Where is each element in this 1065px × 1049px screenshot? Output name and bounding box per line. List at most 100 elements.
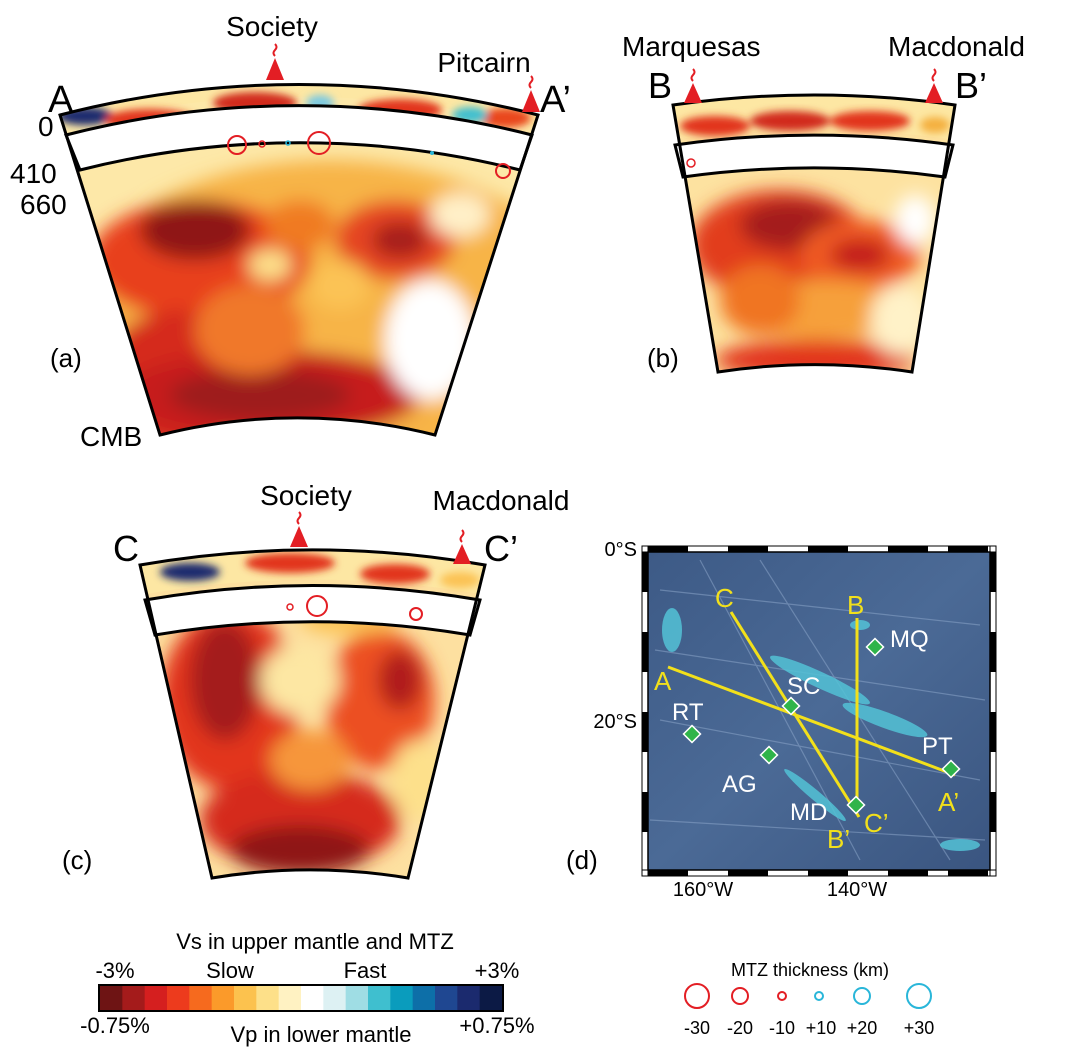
colorbar-swatch: [323, 986, 347, 1010]
mtz-legend-label: -30: [684, 1018, 710, 1038]
panel-b-start-label: B: [648, 65, 672, 106]
colorbar-swatch: [144, 986, 168, 1010]
mtz-legend-circle: [853, 987, 871, 1005]
map-profile-label-c: C: [715, 583, 734, 613]
panel-a-cross-section: Society Pitcairn A A’ 0 410 660 CMB (a): [10, 11, 571, 452]
profile-line-a: [667, 665, 956, 777]
panel-c-hotspot-society: Society: [260, 480, 352, 511]
map-profile-label-b-prime: B’: [827, 824, 850, 854]
velocity-legend-fast: Fast: [344, 958, 387, 983]
colorbar-swatch: [479, 986, 503, 1010]
colorbar-swatch: [390, 986, 414, 1010]
panel-c-start-label: C: [113, 528, 139, 569]
mtz-legend-circle: [814, 991, 824, 1001]
velocity-legend-lower-title: Vp in lower mantle: [231, 1022, 412, 1047]
mtz-legend-label: -10: [769, 1018, 795, 1038]
colorbar-swatch: [100, 986, 123, 1010]
panel-a-hotspot-pitcairn: Pitcairn: [437, 47, 530, 78]
colorbar-swatch: [234, 986, 257, 1010]
velocity-legend-upper-max: +3%: [475, 958, 520, 983]
depth-label-410: 410: [10, 158, 57, 189]
marquesas-volcano-icon: [684, 83, 702, 103]
panel-c-end-label: C’: [484, 528, 518, 569]
site-marker-mq: [865, 637, 885, 657]
colorbar-swatch: [167, 986, 190, 1010]
velocity-legend-upper-min: -3%: [95, 958, 134, 983]
colorbar-swatch: [301, 986, 324, 1010]
panel-a-start-label: A: [48, 79, 74, 121]
colorbar-swatch: [278, 986, 302, 1010]
site-label-sc: SC: [787, 673, 820, 700]
map-lat-label-0: 0°S: [605, 539, 637, 561]
colorbar-swatch: [189, 986, 213, 1010]
velocity-legend-slow: Slow: [206, 958, 254, 983]
panel-b-label: (b): [647, 343, 679, 373]
velocity-legend: Vs in upper mantle and MTZ -3% Slow Fast…: [80, 929, 534, 1047]
velocity-legend-title: Vs in upper mantle and MTZ: [176, 929, 454, 954]
mtz-legend-label: +30: [904, 1018, 935, 1038]
colorbar-swatch: [211, 986, 235, 1010]
pitcairn-volcano-icon: [522, 90, 540, 112]
society-volcano-icon-c: [290, 526, 308, 547]
mtz-legend-circle: [684, 983, 710, 1009]
panel-c-cross-section: Society Macdonald C C’ (c): [62, 480, 570, 880]
map-lon-label-140: 140°W: [827, 879, 887, 901]
site-marker-ag: [759, 745, 779, 765]
colorbar-swatch: [435, 986, 458, 1010]
mtz-legend-title: MTZ thickness (km): [731, 960, 889, 980]
profile-lines: [667, 611, 956, 818]
velocity-colorbar: [100, 986, 503, 1010]
site-label-md: MD: [790, 799, 827, 826]
map-profile-label-a: A: [654, 666, 672, 696]
panel-b-cross-section: Marquesas Macdonald B B’ (b): [622, 31, 1025, 374]
mtz-legend-label: -20: [727, 1018, 753, 1038]
site-marker-sc: [781, 696, 801, 716]
panel-a-end-label: A’: [540, 79, 571, 121]
site-label-mq: MQ: [890, 626, 929, 653]
mtz-legend-circle: [731, 987, 749, 1005]
panel-b-hotspot-macdonald: Macdonald: [888, 31, 1025, 62]
colorbar-swatch: [412, 986, 436, 1010]
map-profile-label-c-prime: C’: [864, 808, 889, 838]
site-marker-rt: [682, 724, 702, 744]
mtz-legend-circle: [777, 991, 787, 1001]
site-marker-pt: [941, 759, 961, 779]
macdonald-volcano-icon-c: [453, 544, 471, 564]
site-marker-md: [846, 795, 866, 815]
panel-a-label: (a): [50, 343, 82, 373]
colorbar-swatch: [368, 986, 391, 1010]
cmb-label: CMB: [80, 421, 142, 452]
map-lon-label-160: 160°W: [673, 879, 733, 901]
velocity-legend-lower-max: +0.75%: [459, 1013, 534, 1038]
colorbar-swatch: [457, 986, 481, 1010]
panel-d-label: (d): [566, 845, 598, 875]
panel-b-end-label: B’: [955, 65, 987, 106]
depth-label-660: 660: [20, 189, 67, 220]
mtz-legend-circle: [906, 983, 932, 1009]
mtz-legend-items: -30 -20 -10 +10 +20 +30: [684, 983, 935, 1038]
colorbar-swatch: [256, 986, 280, 1010]
panel-b-velocity-field: [673, 95, 955, 372]
mtz-legend-label: +10: [806, 1018, 837, 1038]
macdonald-volcano-icon-b: [925, 83, 943, 103]
map-profile-label-a-prime: A’: [938, 787, 959, 817]
society-volcano-icon: [266, 58, 284, 80]
profile-line-c: [729, 611, 861, 818]
mtz-legend-label: +20: [847, 1018, 878, 1038]
map-lat-label-20: 20°S: [593, 711, 637, 733]
panel-a-hotspot-society: Society: [226, 11, 318, 42]
site-label-ag: AG: [722, 771, 757, 798]
mtz-thickness-legend: MTZ thickness (km) -30 -20 -10 +10 +20 +30: [684, 960, 934, 1038]
site-label-rt: RT: [672, 699, 704, 726]
site-label-pt: PT: [922, 733, 953, 760]
panel-c-hotspot-macdonald: Macdonald: [433, 485, 570, 516]
panel-c-label: (c): [62, 845, 92, 875]
depth-label-0: 0: [38, 111, 54, 142]
panel-d-map: A A’ B B’ C C’ MQ SC RT AG PT MD 0°S 20°…: [566, 539, 997, 901]
panel-b-hotspot-marquesas: Marquesas: [622, 31, 761, 62]
colorbar-swatch: [122, 986, 146, 1010]
colorbar-swatch: [345, 986, 369, 1010]
velocity-legend-lower-min: -0.75%: [80, 1013, 150, 1038]
map-profile-label-b: B: [847, 590, 864, 620]
